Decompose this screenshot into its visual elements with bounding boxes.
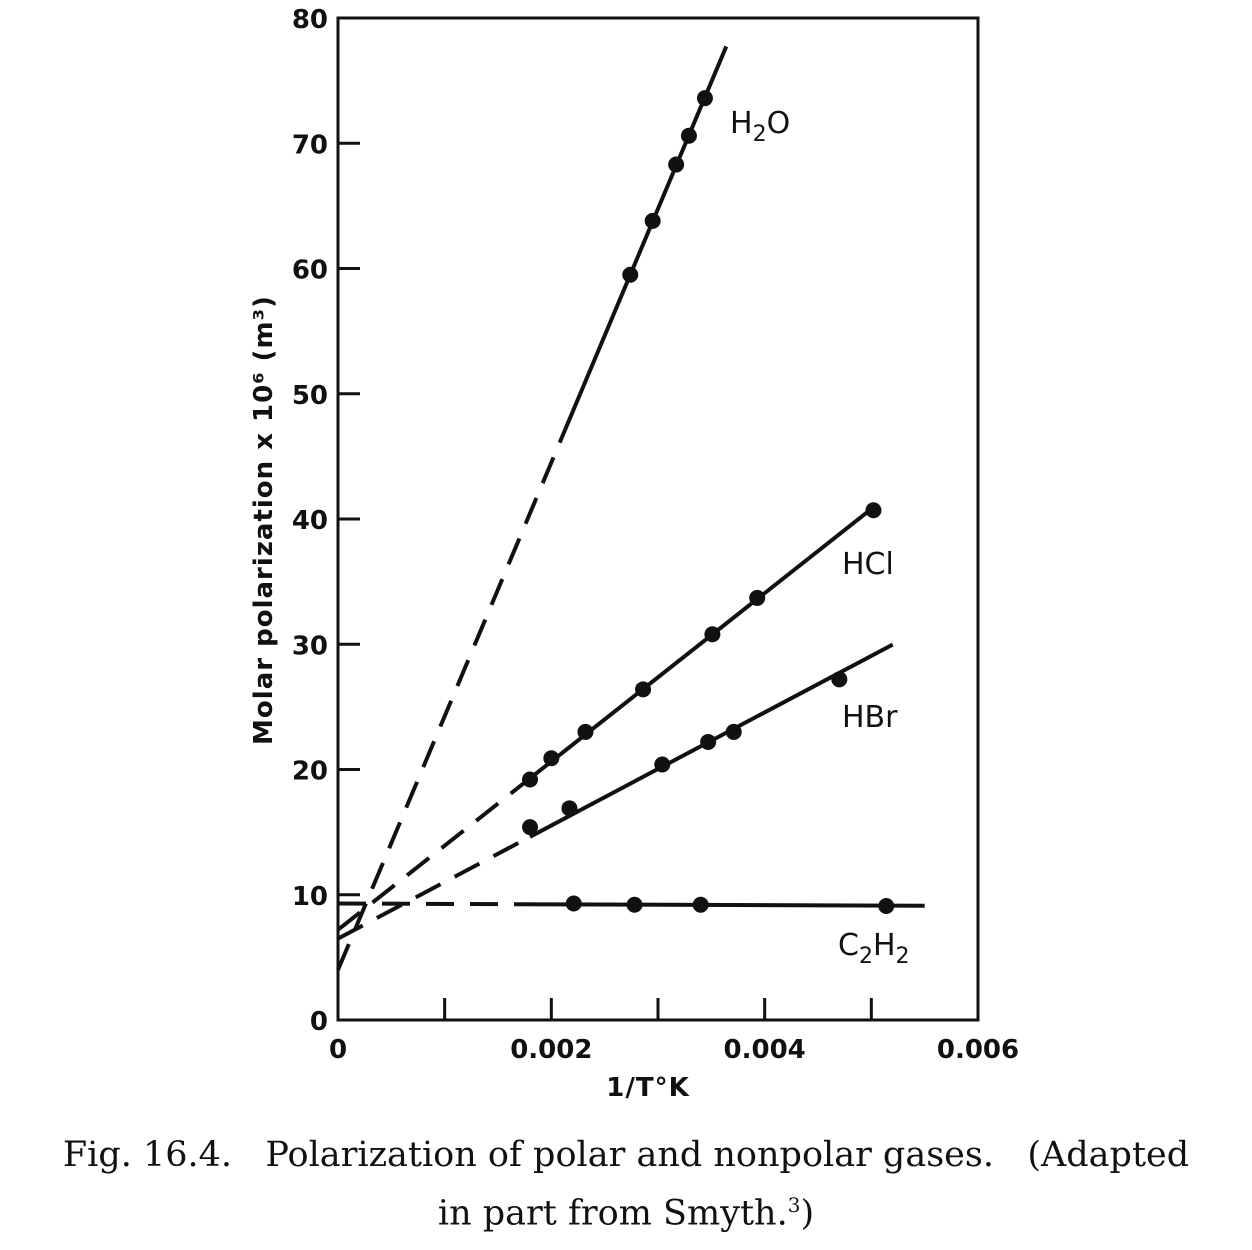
y-tick-label: 70: [292, 130, 328, 160]
caption-line-2-close: ): [800, 1193, 815, 1234]
y-tick-label: 20: [292, 757, 328, 787]
data-point: [644, 212, 661, 229]
x-tick-label: 0.006: [937, 1035, 1019, 1065]
caption-line-2: in part from Smyth.3): [0, 1180, 1252, 1239]
series-label: H2O: [730, 106, 790, 147]
series-label-subscript: 2: [896, 944, 910, 969]
data-point: [668, 156, 685, 173]
series-line-dashed: [337, 835, 531, 941]
series-line-solid: [560, 45, 729, 438]
series-label: C2H2: [838, 928, 910, 969]
data-point: [622, 266, 639, 283]
caption-line-1: Fig. 16.4. Polarization of polar and non…: [62, 1135, 1190, 1175]
y-tick-label: 60: [292, 256, 328, 286]
data-point: [635, 681, 652, 698]
series-label-text: H: [730, 106, 753, 141]
data-point: [543, 750, 560, 767]
data-point: [704, 626, 721, 643]
data-point: [522, 771, 538, 788]
data-point: [878, 898, 895, 915]
series-label-text: O: [767, 106, 791, 141]
y-tick-label: 80: [292, 5, 328, 35]
x-tick-label: 0.002: [510, 1035, 592, 1065]
y-tick-label: 10: [292, 882, 328, 912]
data-point: [749, 589, 766, 606]
data-point: [626, 896, 643, 913]
y-axis-ticks: 0 10 20 30 40 50 60 70 80: [292, 5, 360, 1037]
x-tick-label: 0: [329, 1035, 347, 1065]
series-label: HBr: [842, 700, 898, 735]
series-points: [522, 90, 895, 915]
series-label-text: C: [838, 928, 859, 963]
y-tick-label: 0: [310, 1007, 328, 1037]
x-tick-label: 0.004: [724, 1035, 806, 1065]
series-lines: [336, 45, 925, 971]
data-point: [577, 723, 594, 740]
series-label-text: H: [873, 928, 896, 963]
series-line-dashed: [336, 436, 564, 971]
data-point: [725, 723, 742, 740]
series-label-text: HCl: [842, 547, 894, 582]
data-point: [831, 671, 848, 688]
y-tick-label: 50: [292, 381, 328, 411]
x-axis-ticks: 0 0.002 0.004 0.006: [329, 998, 1019, 1065]
data-point: [565, 895, 582, 912]
series-label-text: HBr: [842, 700, 898, 735]
data-point: [865, 502, 882, 519]
data-point: [561, 800, 578, 817]
series-label-subscript: 2: [859, 944, 873, 969]
caption-line-2-text: in part from Smyth.: [437, 1193, 788, 1234]
data-point: [700, 733, 717, 750]
series-label-subscript: 2: [753, 122, 767, 147]
series-line-dashed: [337, 901, 515, 907]
y-axis-label: Molar polarization x 10⁶ (m³): [249, 295, 279, 745]
caption-footnote-mark: 3: [787, 1193, 801, 1217]
series-label: HCl: [842, 547, 894, 582]
y-tick-label: 30: [292, 631, 328, 661]
plot-frame: [336, 16, 980, 1022]
data-point: [696, 90, 713, 107]
series-line-dashed: [336, 776, 532, 932]
y-tick-label: 40: [292, 506, 328, 536]
data-point: [692, 896, 709, 913]
figure-caption: Fig. 16.4. Polarization of polar and non…: [0, 1130, 1252, 1239]
data-point: [654, 756, 671, 773]
series-line-solid: [513, 902, 925, 908]
x-axis-label: 1/T°K: [606, 1073, 689, 1103]
data-point: [680, 127, 697, 144]
data-point: [522, 819, 538, 836]
